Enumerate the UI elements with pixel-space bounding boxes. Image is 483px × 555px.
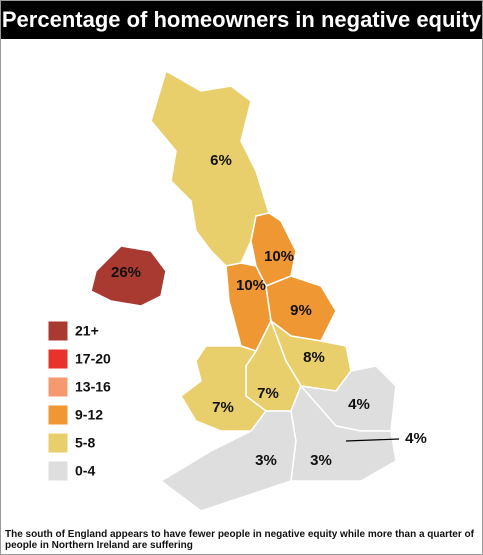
region-label: 4% xyxy=(348,396,370,413)
legend-swatch xyxy=(47,376,69,398)
map: 6% 26% 10% 10% 9% 8% 7% 7% 4% 4% 3% 3% 21+ 17-20 13-16… xyxy=(47,69,427,512)
region-label: 10% xyxy=(264,248,294,265)
legend-swatch xyxy=(47,320,69,342)
legend-label: 17-20 xyxy=(75,351,111,367)
region-label: 7% xyxy=(212,399,234,416)
london-pointer xyxy=(345,438,400,442)
region-label: 8% xyxy=(303,349,325,366)
legend-swatch xyxy=(47,404,69,426)
legend-swatch xyxy=(47,432,69,454)
region-label: 10% xyxy=(236,277,266,294)
legend-swatch xyxy=(47,460,69,482)
caption: The south of England appears to have few… xyxy=(5,529,474,551)
region-label: 4% xyxy=(405,430,427,447)
legend-label: 5-8 xyxy=(75,435,95,451)
legend-label: 13-16 xyxy=(75,379,111,395)
region-label: 26% xyxy=(111,264,141,281)
region-label: 6% xyxy=(210,152,232,169)
legend-swatch xyxy=(47,348,69,370)
region-northern-ireland xyxy=(90,245,167,307)
region-label: 9% xyxy=(290,302,312,319)
region-label: 3% xyxy=(255,452,277,469)
region-label: 3% xyxy=(310,452,332,469)
region-south-east xyxy=(290,384,397,482)
title: Percentage of homeowners in negative equ… xyxy=(1,1,482,39)
legend-label: 0-4 xyxy=(75,463,95,479)
legend-label: 9-12 xyxy=(75,407,103,423)
legend-label: 21+ xyxy=(75,323,99,339)
region-label: 7% xyxy=(257,385,279,402)
